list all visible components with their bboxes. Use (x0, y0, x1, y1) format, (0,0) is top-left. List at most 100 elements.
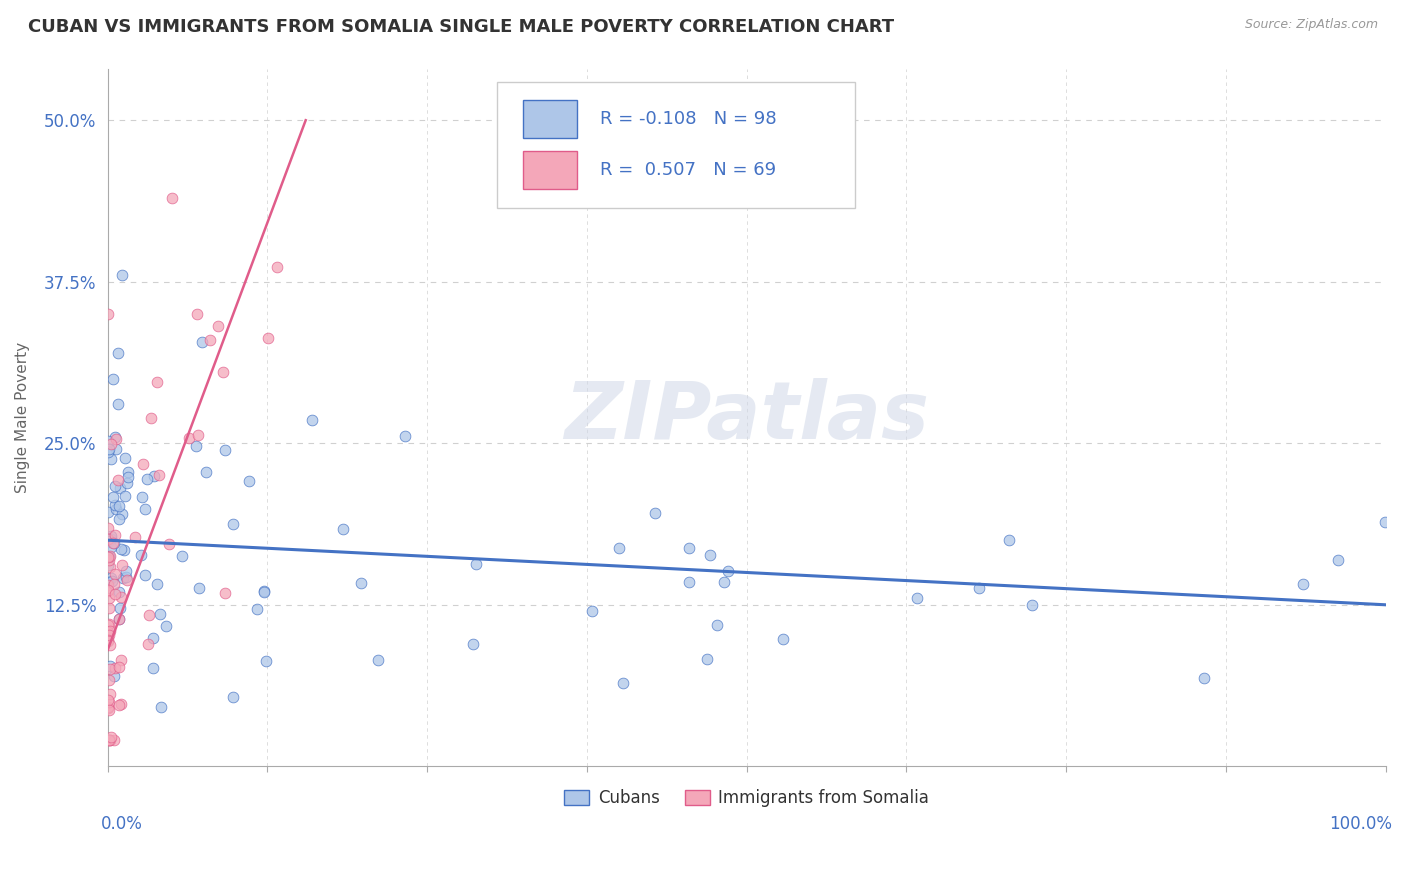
Point (100, 730, 122, 744)
Point (107, 660, 129, 674)
Point (97, 583, 120, 598)
Point (97, 700, 120, 714)
Point (141, 411, 163, 425)
Point (997, 533, 1019, 548)
Point (97, 618, 120, 632)
Point (97, 558, 120, 572)
Point (107, 346, 129, 360)
Point (967, 581, 990, 595)
Point (117, 573, 139, 587)
Point (97, 549, 120, 564)
Point (155, 619, 177, 633)
Point (142, 469, 165, 483)
Point (103, 528, 125, 542)
Point (157, 536, 180, 550)
Text: Source: ZipAtlas.com: Source: ZipAtlas.com (1244, 18, 1378, 31)
Point (111, 558, 134, 572)
Point (135, 472, 157, 486)
Point (678, 574, 700, 589)
Point (115, 476, 138, 491)
Point (138, 607, 160, 622)
Point (104, 430, 127, 444)
Point (114, 490, 136, 504)
Point (1374, 515, 1396, 529)
Point (97, 578, 120, 592)
FancyBboxPatch shape (523, 100, 576, 138)
Point (117, 465, 139, 479)
Point (101, 536, 124, 550)
Point (101, 491, 124, 505)
Point (104, 567, 127, 582)
Text: 0.0%: 0.0% (101, 815, 143, 833)
Point (221, 517, 243, 532)
Point (97, 634, 120, 648)
Point (110, 698, 132, 712)
Point (97, 733, 120, 747)
Point (301, 413, 323, 427)
Point (98, 591, 121, 606)
Point (97, 553, 120, 567)
Point (266, 260, 288, 274)
Point (98, 549, 121, 563)
Point (103, 535, 125, 549)
Point (145, 577, 167, 591)
Point (101, 371, 124, 385)
Point (1327, 553, 1350, 567)
Point (149, 607, 172, 621)
Point (110, 653, 132, 667)
Point (115, 565, 138, 579)
Point (97, 549, 120, 564)
Legend: Cubans, Immigrants from Somalia: Cubans, Immigrants from Somalia (558, 782, 935, 814)
Point (98, 560, 121, 574)
Point (110, 541, 132, 556)
Point (187, 581, 209, 595)
Point (97, 505, 120, 519)
Point (465, 557, 488, 571)
Point (108, 601, 131, 615)
Point (97, 532, 120, 546)
Point (221, 690, 243, 705)
Point (461, 637, 484, 651)
Point (104, 479, 127, 493)
Point (100, 452, 122, 467)
Point (97, 521, 120, 535)
Point (179, 431, 201, 445)
Point (98, 600, 121, 615)
Point (142, 631, 165, 645)
Point (97, 703, 120, 717)
Point (97, 534, 120, 549)
Point (97, 584, 120, 599)
Point (98, 549, 121, 564)
Point (706, 618, 728, 632)
Point (100, 574, 122, 588)
Point (97, 444, 120, 458)
Point (100, 638, 122, 652)
Point (612, 676, 634, 690)
Point (129, 548, 152, 562)
Point (98, 658, 121, 673)
Point (97, 617, 120, 632)
Point (98, 624, 121, 638)
Point (107, 473, 129, 487)
Point (1291, 577, 1313, 591)
Point (581, 604, 603, 618)
Point (105, 432, 128, 446)
Point (254, 654, 277, 668)
Point (1192, 671, 1215, 685)
Point (207, 319, 229, 334)
Point (97, 624, 120, 639)
Point (1021, 599, 1043, 613)
Text: R =  0.507   N = 69: R = 0.507 N = 69 (599, 161, 776, 178)
Point (350, 575, 373, 590)
Point (108, 512, 131, 526)
Point (105, 502, 128, 516)
Point (131, 490, 153, 504)
Point (111, 507, 134, 521)
Point (107, 698, 129, 712)
Point (98, 733, 121, 747)
Point (253, 584, 276, 599)
Point (198, 333, 221, 347)
Point (160, 191, 183, 205)
Point (678, 541, 700, 555)
Point (97, 693, 120, 707)
